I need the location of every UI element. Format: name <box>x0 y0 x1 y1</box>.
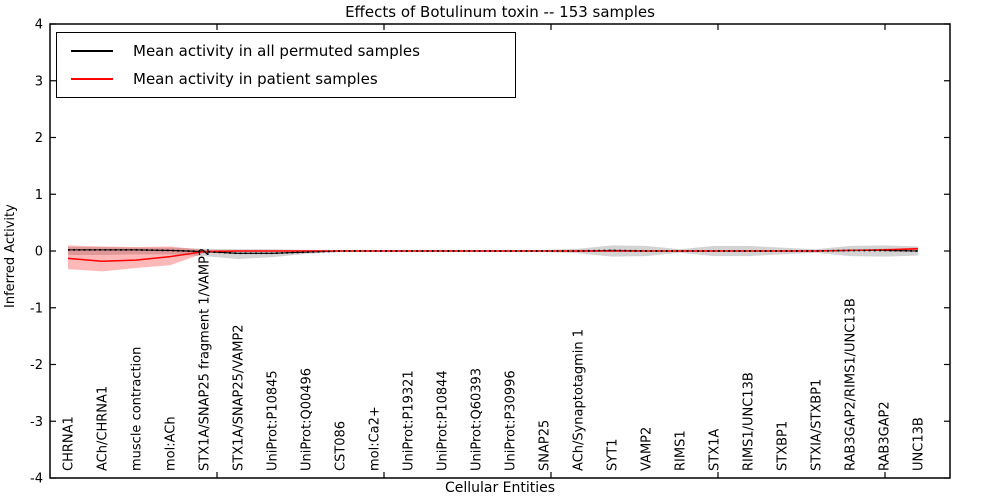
y-axis-label: Inferred Activity <box>3 204 18 308</box>
x-category-label: RAB3GAP2 <box>878 401 893 471</box>
permuted-line-swatch <box>71 50 113 53</box>
x-category-label: mol:Ca2+ <box>368 406 383 471</box>
chart-title: Effects of Botulinum toxin -- 153 sample… <box>345 3 655 21</box>
patient-line-swatch <box>71 77 113 80</box>
y-tick-label: 0 <box>35 245 43 260</box>
x-category-label: UniProt:P19321 <box>402 370 417 471</box>
x-category-label: ACh/CHRNA1 <box>96 386 111 471</box>
x-category-label: UniProt:Q60393 <box>470 368 485 471</box>
y-tick-label: -3 <box>30 415 43 430</box>
x-category-label: UNC13B <box>912 417 927 471</box>
x-category-label: UniProt:P10845 <box>266 370 281 471</box>
x-category-label: STXBP1 <box>776 421 791 471</box>
y-tick-label: 4 <box>35 18 43 33</box>
x-category-label: VAMP2 <box>640 427 655 471</box>
x-category-label: STX1A/SNAP25 fragment 1/VAMP2 <box>198 248 213 471</box>
x-axis-label: Cellular Entities <box>444 480 556 496</box>
y-tick-label: -2 <box>30 358 43 373</box>
legend-entry-patient: Mean activity in patient samples <box>57 70 515 88</box>
x-category-label: mol:ACh <box>164 416 179 471</box>
x-category-label: UniProt:P30996 <box>504 370 519 471</box>
x-category-label: STX1A <box>708 429 723 471</box>
x-category-label: CST086 <box>334 421 349 471</box>
x-category-label: STX1A/SNAP25/VAMP2 <box>232 324 247 471</box>
legend-entry-permuted: Mean activity in all permuted samples <box>57 42 515 60</box>
x-category-label: ACh/Synaptotagmin 1 <box>572 329 587 471</box>
x-category-label: RIMS1/UNC13B <box>742 372 757 471</box>
permuted-confidence-band <box>68 245 918 259</box>
permuted-sample-dots <box>68 248 919 255</box>
x-category-label: RAB3GAP2/RIMS1/UNC13B <box>844 298 859 471</box>
y-tick-label: 1 <box>35 188 43 203</box>
x-category-label: SYT1 <box>606 439 621 471</box>
y-tick-label: -4 <box>30 472 43 487</box>
y-tick-label: 2 <box>35 131 43 146</box>
legend-label-permuted: Mean activity in all permuted samples <box>133 42 420 61</box>
y-tick-label: 3 <box>35 74 43 89</box>
legend: Mean activity in all permuted samples Me… <box>56 32 516 98</box>
x-category-label: UniProt:P10844 <box>436 370 451 471</box>
x-category-label: UniProt:Q00496 <box>300 368 315 471</box>
x-category-label: SNAP25 <box>538 420 553 471</box>
x-category-label: RIMS1 <box>674 430 689 471</box>
x-category-label: CHRNA1 <box>62 416 77 471</box>
x-category-label: STXIA/STXBP1 <box>810 379 825 471</box>
y-tick-label: -1 <box>30 301 43 316</box>
x-category-label: muscle contraction <box>130 347 145 471</box>
legend-label-patient: Mean activity in patient samples <box>133 69 378 88</box>
